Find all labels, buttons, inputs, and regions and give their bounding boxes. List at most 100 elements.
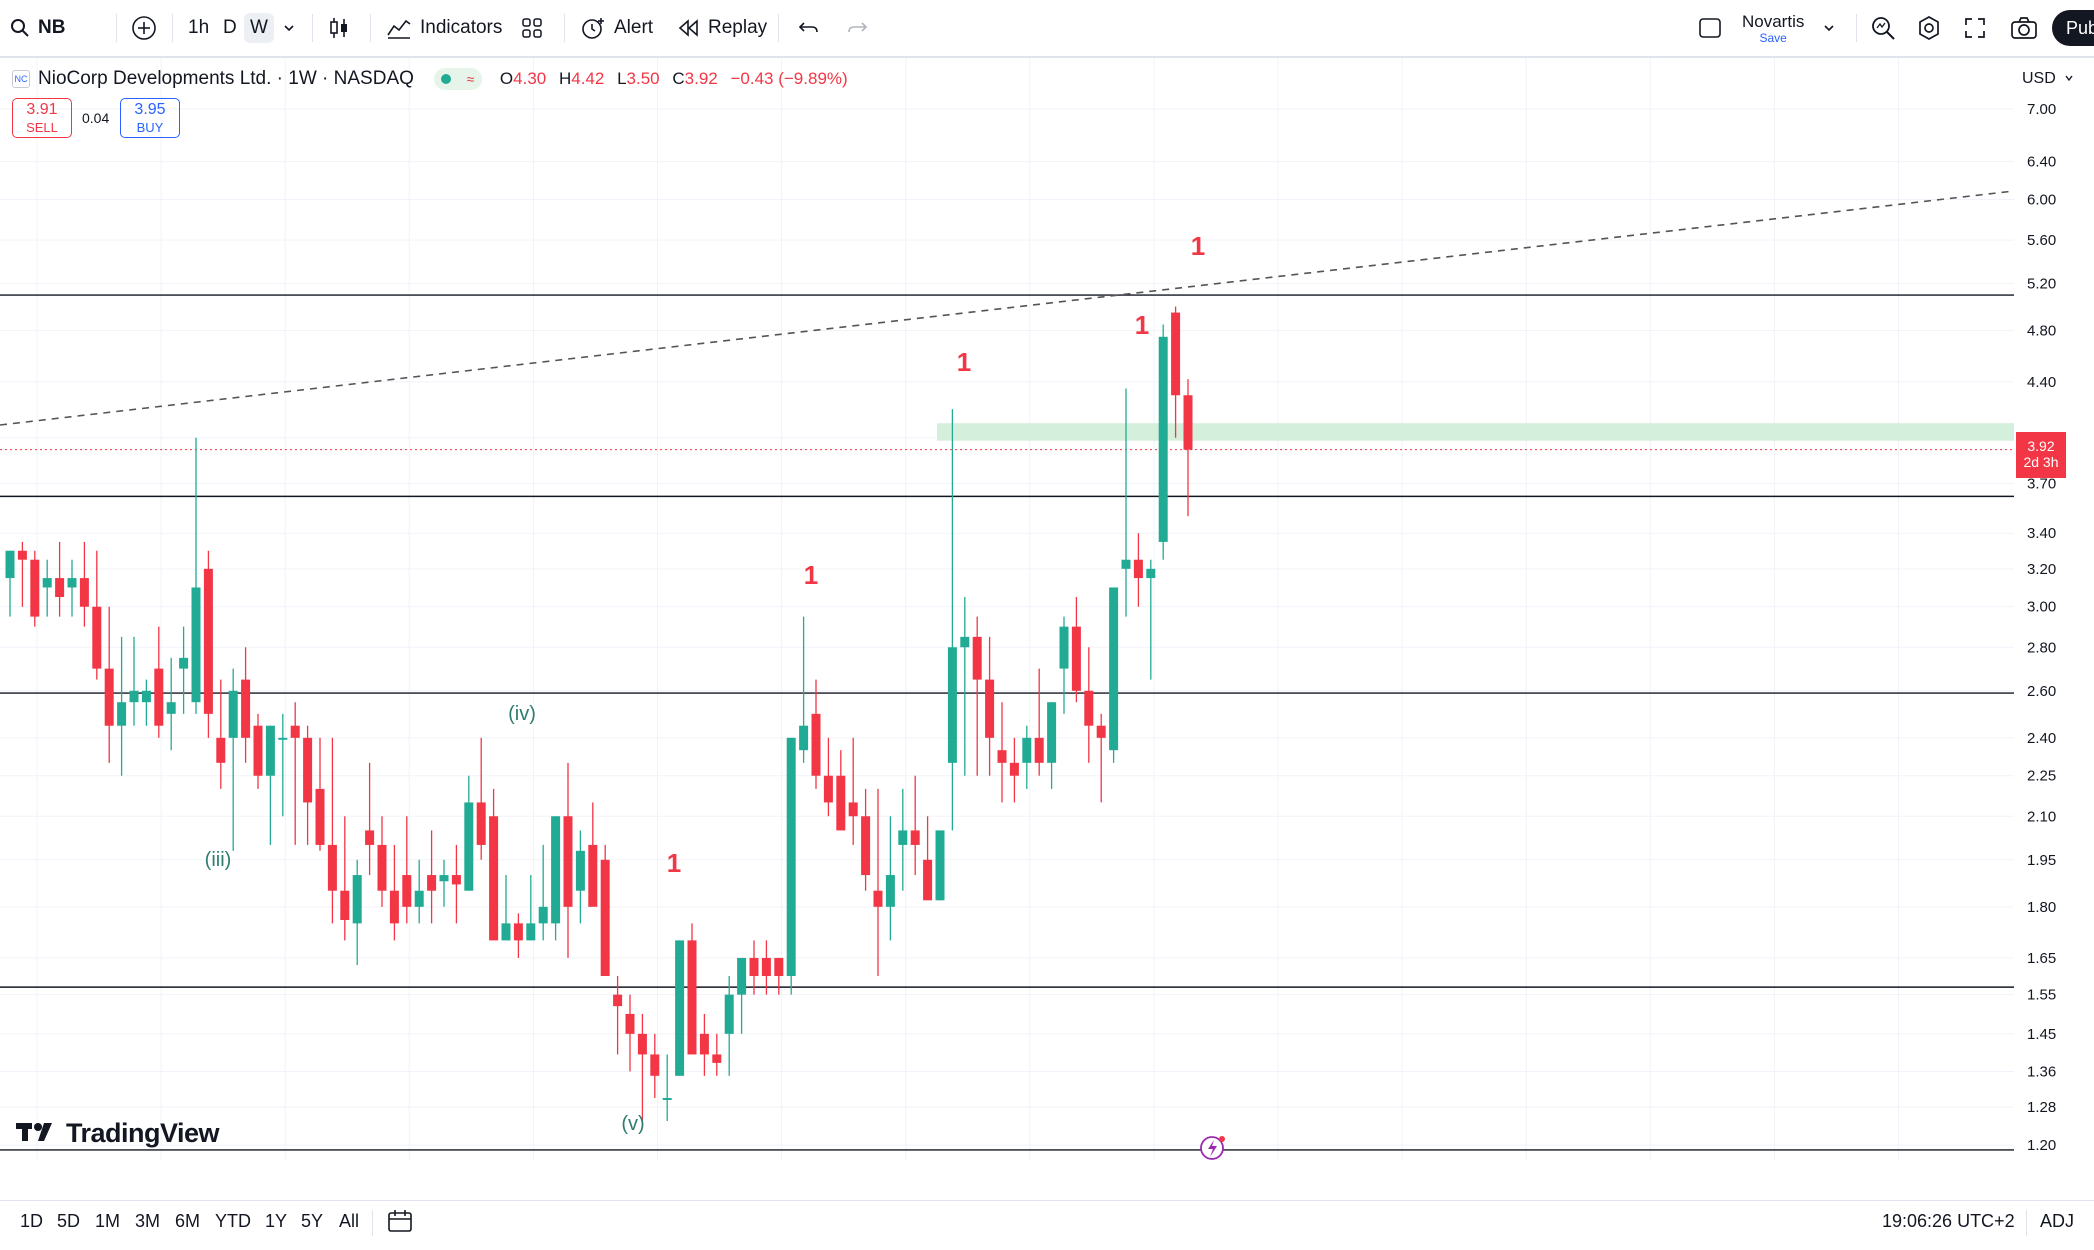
buy-button[interactable]: 3.95 BUY [120,98,180,138]
candle [1146,559,1156,680]
candle-body [761,957,771,977]
square-icon [1698,16,1722,40]
price-label: 1.95 [2027,852,2056,869]
candle [761,940,771,995]
range-6m[interactable]: 6M [175,1211,201,1231]
price-label: 2.10 [2027,808,2056,825]
candle [17,541,27,607]
redo-button[interactable] [846,0,868,56]
candle [191,437,201,714]
interval-w[interactable]: W [244,0,274,56]
adj-toggle[interactable]: ADJ [2040,1211,2075,1231]
interval-d[interactable]: D [223,0,237,56]
ohlc-close-value: 3.92 [684,69,718,88]
range-ytd[interactable]: YTD [215,1211,251,1231]
candle-body [166,702,176,714]
range-all[interactable]: All [339,1211,360,1231]
layout-toggle[interactable] [1698,0,1722,56]
range-5y[interactable]: 5Y [301,1211,324,1231]
toolbar-divider [2026,1210,2027,1236]
candle [625,994,635,1072]
price-label: 1.20 [2027,1137,2056,1154]
candle-body [923,859,933,901]
wave-label-1[interactable]: 1 [1191,231,1205,261]
tradingview-watermark[interactable]: TradingView [16,1118,220,1149]
wave-label-1[interactable]: 1 [804,560,818,590]
chart-pane[interactable]: (iii) (iv) (v) 1 1 1 1 1 7.00 6.40 6.00 5.60 5.20 4.… [0,58,2094,1168]
range-1y[interactable]: 1Y [265,1211,288,1231]
candle [910,775,920,876]
chevron-down-icon [282,21,296,35]
candle [712,1033,722,1076]
candle [154,626,164,738]
range-5d[interactable]: 5D [57,1211,81,1231]
snapshot-button[interactable] [2010,0,2038,56]
replay-button[interactable]: Replay [678,0,767,56]
price-label: 3.00 [2027,599,2056,616]
ohlc-open-key: O [499,69,514,88]
price-label: 2.25 [2027,768,2056,785]
legend-title[interactable]: NioCorp Developments Ltd. · 1W · NASDAQ [38,68,414,89]
candle [303,725,313,845]
candle [427,830,437,924]
publish-button[interactable]: Pub [2052,10,2094,46]
layout-name-button[interactable]: Novartis Save [1742,0,1804,56]
wave-label-1[interactable]: 1 [1135,310,1149,340]
wave-label-roman[interactable]: (iii) [205,849,232,871]
price-label: 5.60 [2027,232,2056,249]
candle-body [848,802,858,817]
candle [5,550,15,617]
price-label: 1.80 [2027,899,2056,916]
candle [699,1013,709,1076]
currency-selector[interactable]: USD [2022,66,2074,92]
price-label: 2.40 [2027,730,2056,747]
range-3m[interactable]: 3M [135,1211,161,1231]
quick-search-button[interactable] [1870,0,1896,56]
candle [92,550,102,680]
utc-clock[interactable]: 19:06:26 UTC+2 [1882,1211,2015,1231]
range-1m[interactable]: 1M [95,1211,121,1231]
toolbar-divider [312,14,313,42]
undo-button[interactable] [798,0,820,56]
candle-body [637,1033,647,1055]
price-chart[interactable]: (iii) (iv) (v) 1 1 1 1 1 7.00 6.40 6.00 5.60 5.20 4.… [0,58,2094,1168]
wave-label-roman[interactable]: (v) [621,1113,644,1135]
candle [476,737,486,860]
grid-layout-icon [521,17,543,39]
price-label: 2.80 [2027,639,2056,656]
candle [1084,647,1094,763]
templates-button[interactable] [521,0,543,56]
price-axis[interactable]: 7.006.406.005.605.204.804.404.003.703.40… [2014,58,2094,1168]
indicators-button[interactable]: Indicators [386,0,502,56]
wave-label-1[interactable]: 1 [957,347,971,377]
interval-dropdown[interactable] [282,0,296,56]
candle-body [1146,568,1156,579]
candle [439,859,449,907]
candle-body [947,647,957,763]
lightning-icon[interactable] [1200,1136,1225,1160]
layout-dropdown[interactable] [1822,0,1836,56]
sell-button[interactable]: 3.91 SELL [12,98,72,138]
alert-button[interactable]: Alert [580,0,653,56]
candle-body [910,830,920,845]
candle [104,606,114,763]
interval-1h[interactable]: 1h [188,0,209,56]
chart-type-button[interactable] [328,0,350,56]
bottom-toolbar [0,1200,2094,1250]
settings-button[interactable] [1916,0,1942,56]
toolbar-divider [370,14,371,42]
range-1d[interactable]: 1D [20,1211,44,1231]
wave-label-1[interactable]: 1 [667,848,681,878]
market-status-badge[interactable]: ≈ [433,68,482,90]
candle [166,657,176,751]
calendar-range-icon[interactable] [386,1208,414,1239]
candle-body [600,859,610,977]
candle-body [898,830,908,845]
candle-body [811,713,821,776]
compare-add-button[interactable] [131,0,157,56]
wave-label-roman[interactable]: (iv) [508,703,536,725]
fullscreen-button[interactable] [1964,0,1986,56]
candle [873,788,883,977]
candle [501,875,511,941]
symbol-search[interactable]: NB [10,0,65,56]
